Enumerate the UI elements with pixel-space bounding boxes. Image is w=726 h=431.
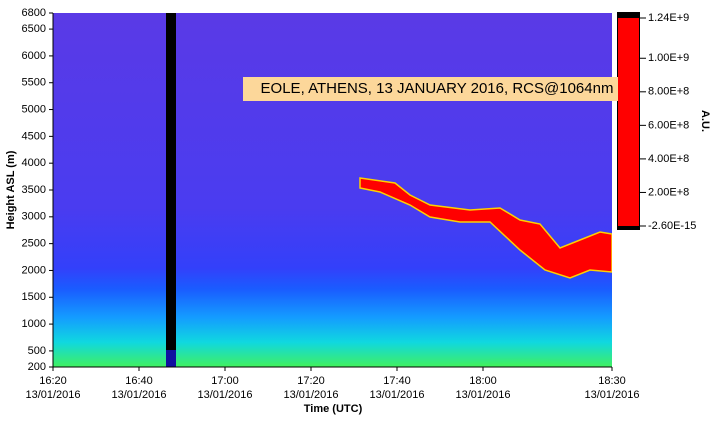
colorbar-tick-label: 1.24E+9 xyxy=(648,12,689,24)
x-tick-label: 17:40 xyxy=(383,375,411,387)
y-tick-label: 3000 xyxy=(22,211,46,223)
heatmap xyxy=(53,13,612,367)
x-axis-label: Time (UTC) xyxy=(304,403,363,415)
y-tick-label: 6500 xyxy=(22,23,46,35)
colorbar-tick-label: 4.00E+8 xyxy=(648,153,689,165)
y-tick-label: 2500 xyxy=(22,238,46,250)
y-tick-label: 4000 xyxy=(22,157,46,169)
colorbar-tick-label: 1.00E+9 xyxy=(648,52,689,64)
x-tick-date: 13/01/2016 xyxy=(25,389,80,401)
y-tick-label: 200 xyxy=(28,361,46,373)
x-tick-label: 17:20 xyxy=(297,375,325,387)
x-tick-label: 18:00 xyxy=(469,375,497,387)
colorbar-fill xyxy=(618,18,639,226)
chart-title: EOLE, ATHENS, 13 JANUARY 2016, RCS@1064n… xyxy=(261,80,614,97)
x-tick-label: 16:20 xyxy=(39,375,67,387)
y-tick-label: 6800 xyxy=(22,7,46,19)
colorbar-label: A.U. xyxy=(699,110,711,132)
y-tick-label: 1500 xyxy=(22,291,46,303)
y-tick-label: 3500 xyxy=(22,184,46,196)
colorbar-tick-label: -2.60E-15 xyxy=(648,220,696,232)
y-tick-label: 4500 xyxy=(22,130,46,142)
y-axis-label: Height ASL (m) xyxy=(5,150,17,229)
colorbar-tick-label: 6.00E+8 xyxy=(648,119,689,131)
x-tick-date: 13/01/2016 xyxy=(283,389,338,401)
colorbar-tick-label: 8.00E+8 xyxy=(648,86,689,98)
x-tick-date: 13/01/2016 xyxy=(584,389,639,401)
x-tick-date: 13/01/2016 xyxy=(111,389,166,401)
x-tick-label: 17:00 xyxy=(211,375,239,387)
y-tick-label: 500 xyxy=(28,345,46,357)
y-tick-label: 5000 xyxy=(22,103,46,115)
x-tick-date: 13/01/2016 xyxy=(369,389,424,401)
x-tick-label: 16:40 xyxy=(125,375,153,387)
y-tick-label: 1000 xyxy=(22,318,46,330)
x-tick-label: 18:30 xyxy=(598,375,626,387)
y-tick-label: 5500 xyxy=(22,77,46,89)
x-tick-date: 13/01/2016 xyxy=(455,389,510,401)
x-tick-date: 13/01/2016 xyxy=(197,389,252,401)
colorbar-tick-label: 2.00E+8 xyxy=(648,186,689,198)
title-box xyxy=(243,77,631,101)
y-tick-label: 2000 xyxy=(22,264,46,276)
y-tick-label: 6000 xyxy=(22,50,46,62)
